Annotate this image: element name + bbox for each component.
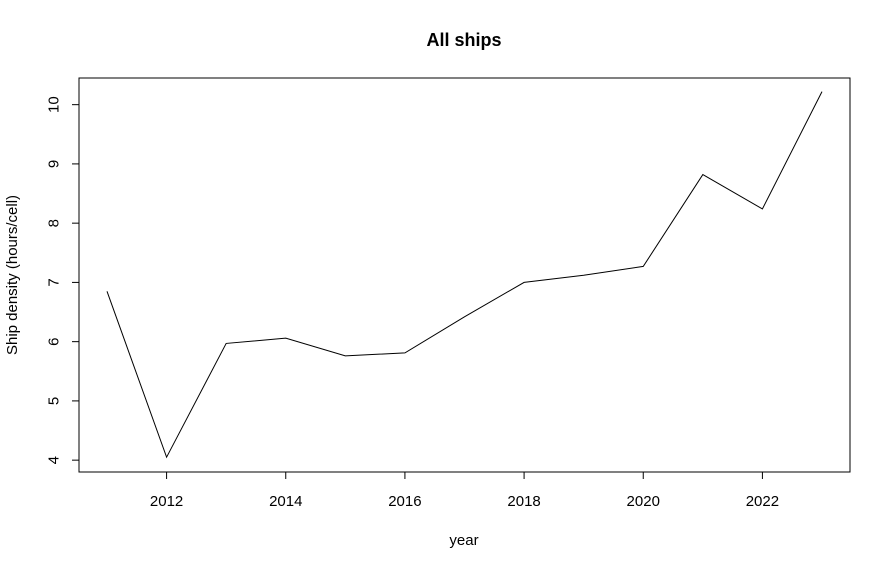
x-axis-label: year xyxy=(449,532,478,549)
y-tick-label: 9 xyxy=(45,160,62,168)
y-axis: 4 5 6 7 8 9 10 xyxy=(45,96,80,464)
x-tick-label: 2016 xyxy=(388,493,421,510)
y-tick-label: 4 xyxy=(45,456,62,464)
x-tick-label: 2020 xyxy=(627,493,660,510)
x-tick-label: 2014 xyxy=(269,493,302,510)
chart-title: All ships xyxy=(426,30,501,50)
x-axis: 2012 2014 2016 2018 2020 2022 xyxy=(150,471,779,510)
y-tick-label: 6 xyxy=(45,337,62,345)
y-tick-label: 7 xyxy=(45,278,62,286)
x-tick-label: 2018 xyxy=(507,493,540,510)
x-tick-label: 2022 xyxy=(746,493,779,510)
x-tick-label: 2012 xyxy=(150,493,183,510)
plot-area-border xyxy=(78,77,851,473)
y-tick-label: 8 xyxy=(45,219,62,227)
y-tick-label: 10 xyxy=(45,96,62,113)
y-tick-label: 5 xyxy=(45,397,62,405)
series-line xyxy=(106,91,823,459)
y-axis-label: Ship density (hours/cell) xyxy=(4,195,21,355)
